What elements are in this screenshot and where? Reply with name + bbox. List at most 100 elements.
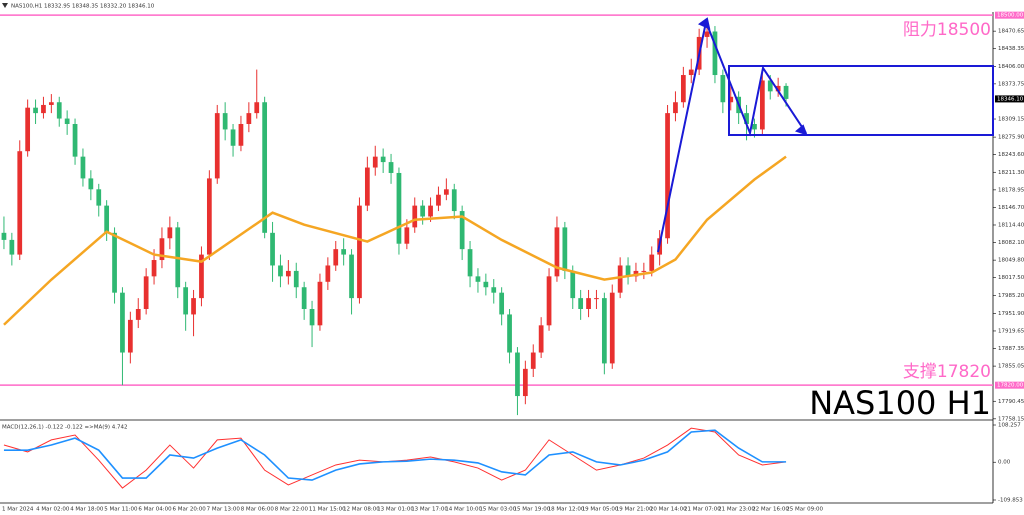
candle-body (428, 205, 433, 217)
candle-body (9, 239, 15, 255)
candle-body (56, 102, 62, 119)
moving-average (3, 155, 787, 326)
candle-body (688, 69, 694, 76)
candle-body (546, 276, 552, 326)
y-tick-label: 18146.70 (998, 205, 1024, 211)
resistance-label: 阻力18500 (903, 20, 991, 40)
x-tick-label: 6 Mar 20:00 (173, 507, 207, 513)
candle-body (767, 80, 773, 92)
trend-line (657, 18, 807, 253)
candle-body (775, 85, 781, 92)
y-tick-label: 18017.50 (998, 275, 1024, 281)
candle-body (475, 276, 481, 282)
candle-body (673, 102, 678, 114)
candle-body (364, 167, 370, 206)
candle-body (522, 368, 528, 397)
x-tick-label: 19 Mar 05:00 (582, 507, 619, 513)
candle-body (578, 298, 584, 309)
candle-body (499, 292, 505, 315)
candle-body (633, 270, 639, 277)
candle-body (609, 292, 615, 364)
candle-body (396, 172, 402, 244)
range-box (728, 65, 994, 136)
x-tick-label: 20 Mar 14:00 (650, 507, 687, 513)
candle-body (704, 31, 710, 37)
y-tick-label: -109.853 (998, 497, 1023, 503)
y-tick-label: 0.00 (998, 460, 1011, 466)
candle-body (570, 270, 576, 299)
last-price-tag (995, 95, 1024, 103)
y-tick-label: 18178.95 (998, 187, 1024, 193)
x-tick-label: 21 Mar 23:00 (718, 507, 755, 513)
arrow-head (697, 17, 711, 30)
x-tick-label: 21 Mar 07:00 (684, 507, 721, 513)
candle-body (680, 75, 686, 103)
candle-body (412, 205, 418, 228)
x-tick-label: 5 Mar 11:00 (104, 507, 138, 513)
candle-body (191, 298, 196, 315)
y-tick-label: 108.257 (998, 423, 1021, 429)
candle-body (759, 80, 765, 130)
candle-body (206, 178, 212, 255)
candle-body (238, 124, 244, 146)
x-tick-label: 15 Mar 19:00 (514, 507, 551, 513)
candle-body (17, 151, 23, 255)
candle-body (720, 75, 726, 103)
level-tag-label: 17820.00 (997, 383, 1024, 389)
candle-body (357, 205, 362, 299)
x-tick-label: 1 Mar 2024 (2, 507, 34, 513)
candle-body (594, 298, 599, 300)
y-tick-label: 18438.35 (998, 46, 1024, 52)
candle-body (96, 189, 102, 206)
candle-body (25, 107, 31, 152)
candle-body (214, 113, 220, 179)
x-tick-label: 18 Mar 12:00 (548, 507, 585, 513)
y-tick-label: 18049.80 (998, 258, 1024, 264)
candle-body (443, 189, 449, 195)
candle-body (270, 232, 275, 266)
candle-body (246, 113, 252, 124)
plot-area: 17758.15 17790.45 17855.05 17887.35 17919.65… (0, 11, 1024, 513)
y-tick-label: 18406.00 (998, 64, 1024, 70)
candle-body (530, 352, 536, 369)
candle-body (293, 270, 299, 288)
x-tick-label: 4 Mar 18:00 (70, 507, 104, 513)
candle-body (285, 270, 291, 277)
arrow-head (794, 124, 808, 136)
support-label: 支撑17820 (903, 362, 991, 382)
y-tick-label: 18275.90 (998, 135, 1024, 141)
candle-body (325, 265, 331, 282)
candle-body (380, 156, 386, 163)
watermark: NAS100 H1 (809, 384, 991, 422)
candle-body (625, 265, 631, 277)
candle-body (309, 309, 315, 326)
x-tick-label: 22 Mar 16:00 (752, 507, 789, 513)
candle-body (538, 325, 544, 353)
candle-body (404, 227, 410, 244)
candle-body (254, 102, 260, 114)
candle-body (222, 113, 228, 130)
y-tick-label: 17887.35 (998, 346, 1024, 352)
x-tick-label: 6 Mar 04:00 (138, 507, 172, 513)
y-tick-label: 18211.30 (998, 170, 1024, 176)
menu-arrow[interactable] (2, 3, 8, 8)
candle-body (151, 260, 157, 277)
indicator-title: MACD(12,26,1) -0.122 -0.122 =>MA(9) 4.74… (2, 425, 128, 431)
y-tick-label: 17985.20 (998, 293, 1024, 299)
x-tick-label: 13 Mar 01:00 (377, 507, 414, 513)
candle-body (127, 319, 133, 353)
candle-body (728, 96, 734, 103)
y-tick-label: 17951.90 (998, 311, 1024, 317)
y-tick-label: 18082.10 (998, 240, 1024, 246)
candle-body (88, 178, 94, 190)
y-tick-label: 17855.05 (998, 364, 1024, 370)
indicator-line (3, 429, 787, 481)
y-tick-label: 18373.75 (998, 81, 1024, 87)
y-tick-label: 17758.15 (998, 416, 1024, 422)
x-tick-label: 25 Mar 09:00 (786, 507, 823, 513)
candle-body (41, 104, 46, 114)
y-tick-label: 18114.40 (998, 222, 1024, 228)
candle-body (641, 270, 647, 272)
